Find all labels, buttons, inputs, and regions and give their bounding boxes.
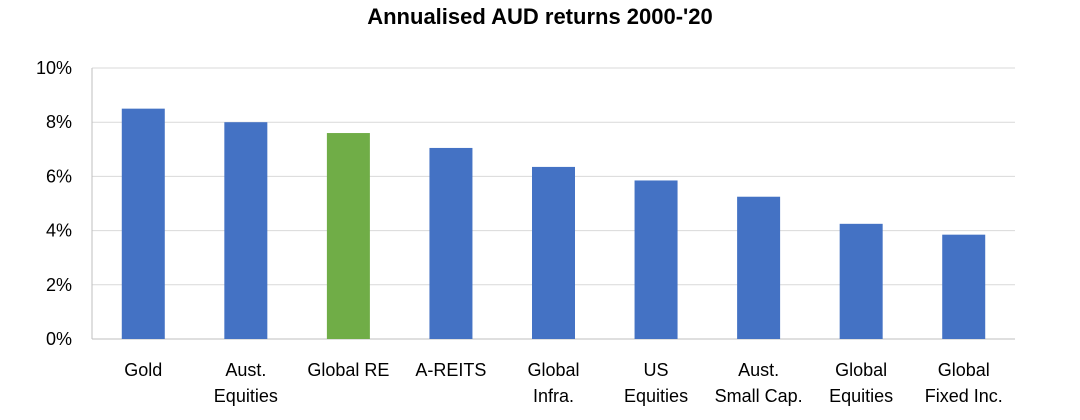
x-tick-label-line: Infra. <box>533 386 574 406</box>
bar <box>121 108 165 340</box>
x-tick-label: US Equities <box>624 360 688 406</box>
x-tick-label-line: Fixed Inc. <box>925 386 1003 406</box>
y-tick-label: 8% <box>46 112 72 132</box>
x-tick-label-line: US <box>644 360 669 380</box>
x-tick-label: Global Infra. <box>527 360 579 406</box>
x-tick-label: Global Fixed Inc. <box>925 360 1003 406</box>
bar <box>737 196 781 339</box>
x-tick-label: Gold <box>124 360 162 380</box>
x-tick-label: Global Equities <box>829 360 893 406</box>
x-tick-label-line: Global <box>938 360 990 380</box>
y-tick-label: 4% <box>46 221 72 241</box>
x-tick-label-line: Gold <box>124 360 162 380</box>
y-tick-label: 6% <box>46 166 72 186</box>
x-tick-label: A-REITS <box>415 360 486 380</box>
x-tick-label-line: Global <box>527 360 579 380</box>
x-tick-label: Global RE <box>307 360 389 380</box>
y-tick-label: 10% <box>36 58 72 78</box>
chart-title: Annualised AUD returns 2000-'20 <box>367 4 713 29</box>
x-tick-label-line: Equities <box>829 386 893 406</box>
x-tick-label-line: Global RE <box>307 360 389 380</box>
x-tick-label-line: Aust. <box>738 360 779 380</box>
x-tick-label: Aust. Small Cap. <box>715 360 803 406</box>
x-tick-label-line: Global <box>835 360 887 380</box>
x-tick-label-line: Equities <box>624 386 688 406</box>
x-tick-label: Aust. Equities <box>214 360 278 406</box>
y-tick-label: 0% <box>46 329 72 349</box>
y-tick-label: 2% <box>46 275 72 295</box>
bar <box>942 234 986 339</box>
bar <box>634 180 678 339</box>
x-tick-label-line: A-REITS <box>415 360 486 380</box>
x-tick-label-line: Equities <box>214 386 278 406</box>
x-tick-label-line: Small Cap. <box>715 386 803 406</box>
bar <box>326 133 370 339</box>
bar <box>429 147 473 339</box>
x-tick-label-line: Aust. <box>225 360 266 380</box>
bar <box>839 223 883 339</box>
bar <box>532 166 575 339</box>
bar <box>224 122 268 339</box>
